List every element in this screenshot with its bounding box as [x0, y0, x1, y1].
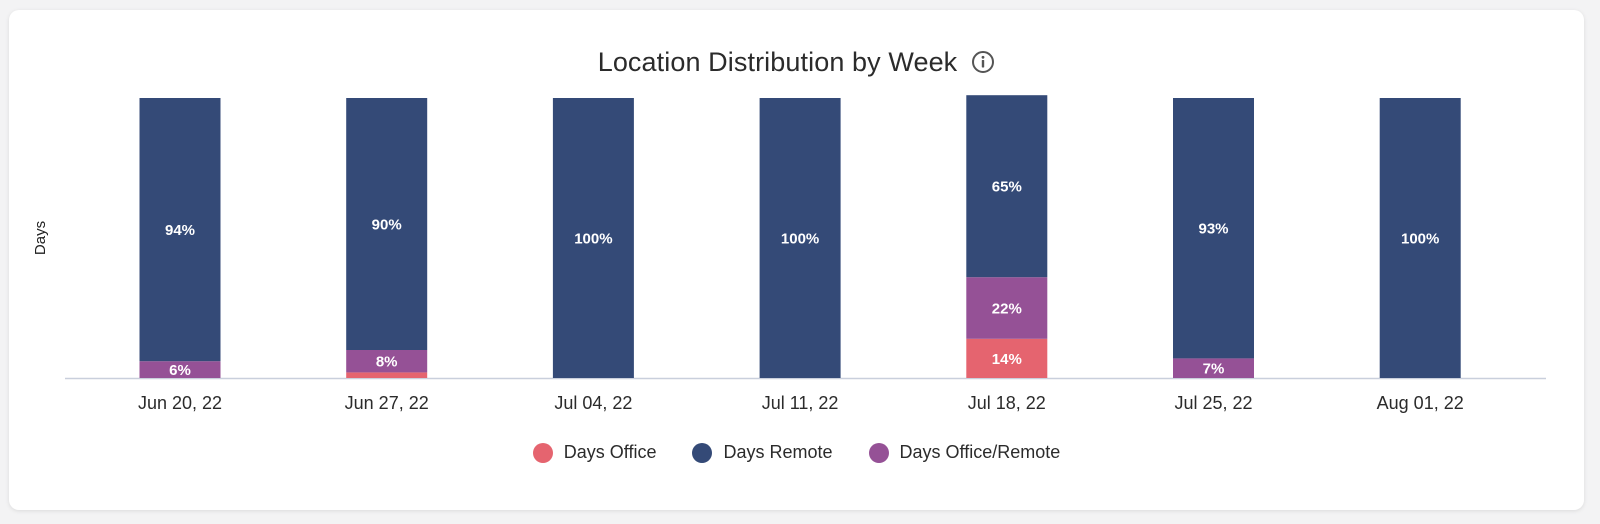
legend-label: Days Office/Remote — [899, 442, 1061, 462]
data-label: 94% — [165, 222, 195, 239]
stacked-bar-chart: Days 6% 94% 8% 90% 100% 100% 14% 22% 65% 7% 93% 100… — [32, 95, 1546, 413]
bar-days-remote-0[interactable] — [139, 98, 221, 362]
bar-office-remote-5[interactable] — [1173, 358, 1254, 378]
y-axis-label: Days — [32, 221, 49, 255]
bar-office-remote-0[interactable] — [139, 361, 221, 378]
info-icon[interactable] — [971, 50, 995, 74]
data-label: 65% — [992, 179, 1022, 196]
bar-days-remote-5[interactable] — [1173, 98, 1254, 359]
x-tick-label: Jul 04, 22 — [554, 393, 632, 413]
x-tick-label: Aug 01, 22 — [1377, 393, 1464, 413]
bar-days-office-4[interactable] — [966, 338, 1048, 378]
bar-days-remote-2[interactable] — [552, 98, 634, 378]
data-label: 22% — [992, 301, 1022, 318]
legend-item-0[interactable]: Days Office — [532, 442, 657, 463]
data-label: 100% — [781, 231, 819, 248]
chart-title: Location Distribution by Week — [597, 46, 958, 77]
bar-days-office-1[interactable] — [346, 372, 428, 378]
bar-days-remote-3[interactable] — [759, 98, 841, 378]
x-tick-label: Jul 25, 22 — [1174, 393, 1252, 413]
x-tick-label: Jun 20, 22 — [138, 393, 222, 413]
data-label: 6% — [169, 362, 191, 379]
legend: Days Office Days Remote Days Office/Remote — [9, 442, 1584, 463]
data-label: 8% — [376, 354, 398, 371]
legend-swatch — [868, 442, 889, 463]
x-tick-label: Jul 18, 22 — [968, 393, 1046, 413]
legend-swatch — [692, 442, 713, 463]
data-label: 90% — [372, 217, 402, 234]
legend-item-2[interactable]: Days Office/Remote — [868, 442, 1061, 463]
x-tick-label: Jul 11, 22 — [762, 393, 839, 413]
x-tick-labels: Jun 20, 22 Jun 27, 22 Jul 04, 22 Jul 11, 22… — [138, 393, 1464, 413]
x-tick-label: Jun 27, 22 — [345, 393, 429, 413]
data-label: 100% — [1401, 231, 1439, 248]
bar-days-remote-4[interactable] — [966, 95, 1048, 278]
bar-office-remote-1[interactable] — [346, 350, 428, 373]
data-label: 14% — [992, 351, 1022, 368]
data-label: 7% — [1203, 361, 1225, 378]
bars-layer — [139, 95, 1461, 378]
bar-days-remote-1[interactable] — [346, 98, 428, 350]
bar-office-remote-4[interactable] — [966, 277, 1048, 339]
chart-card: Location Distribution by Week Days 6% 94%… — [9, 10, 1584, 510]
bar-days-remote-6[interactable] — [1379, 98, 1461, 378]
legend-label: Days Office — [563, 442, 657, 462]
data-label: 93% — [1198, 221, 1228, 238]
data-label: 100% — [574, 231, 612, 248]
title-row: Location Distribution by Week — [9, 42, 1584, 82]
legend-label: Days Remote — [723, 442, 833, 462]
legend-swatch — [532, 442, 553, 463]
data-labels-layer: 6% 94% 8% 90% 100% 100% 14% 22% 65% 7% 93% 100% — [165, 179, 1439, 379]
legend-item-1[interactable]: Days Remote — [692, 442, 833, 463]
